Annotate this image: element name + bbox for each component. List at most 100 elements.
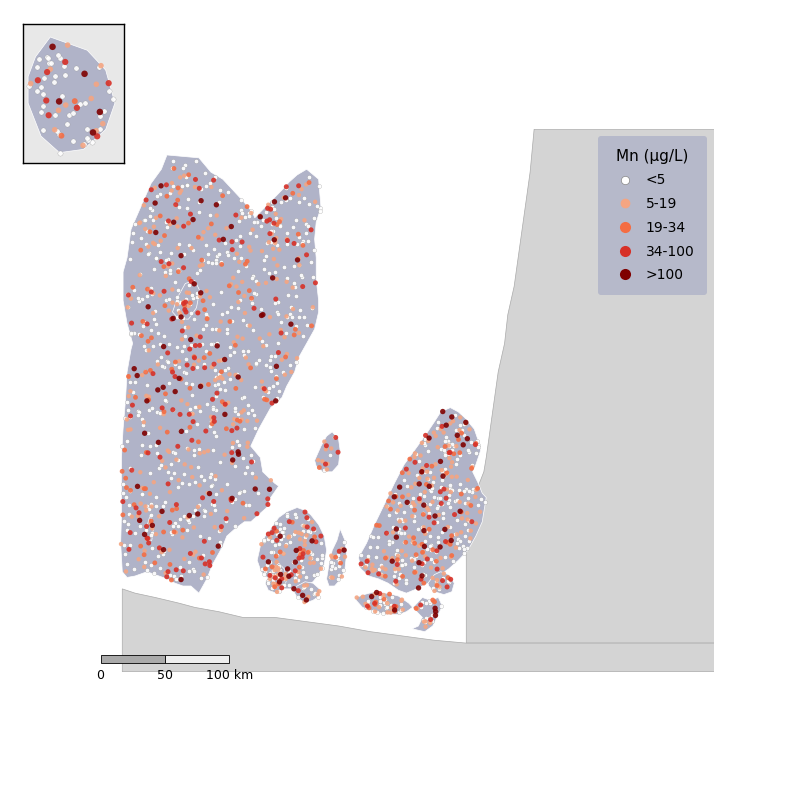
Point — [275, 581, 288, 594]
Point — [465, 499, 477, 511]
Point — [219, 398, 232, 411]
Point — [225, 440, 238, 453]
Point — [147, 307, 159, 320]
Point — [436, 405, 449, 418]
Point — [139, 500, 151, 513]
Point — [195, 232, 208, 245]
Point — [418, 524, 431, 537]
Point — [377, 607, 389, 619]
Point — [379, 552, 392, 565]
Point — [181, 513, 193, 526]
Point — [295, 183, 308, 196]
Point — [263, 311, 276, 324]
Point — [461, 542, 473, 555]
Point — [145, 401, 158, 414]
Point — [265, 350, 278, 362]
Point — [174, 184, 187, 197]
Point — [163, 568, 176, 580]
Point — [122, 289, 135, 301]
Point — [236, 392, 248, 404]
Point — [182, 565, 195, 577]
Point — [429, 609, 442, 622]
Point — [242, 358, 255, 370]
Point — [400, 480, 413, 492]
Point — [125, 423, 137, 436]
Point — [331, 573, 344, 585]
Point — [269, 578, 282, 591]
Point — [416, 557, 428, 570]
Point — [285, 366, 297, 378]
Point — [170, 564, 182, 577]
Point — [366, 604, 379, 617]
Point — [224, 372, 236, 385]
Point — [145, 515, 158, 527]
Point — [140, 238, 152, 251]
Point — [413, 472, 426, 485]
Point — [205, 361, 218, 374]
Point — [186, 434, 198, 446]
Point — [359, 598, 372, 611]
Point — [213, 324, 226, 337]
Point — [94, 123, 106, 136]
Point — [255, 309, 268, 322]
Point — [232, 407, 244, 419]
Point — [234, 239, 247, 252]
Point — [173, 361, 186, 374]
Point — [293, 231, 305, 243]
Point — [174, 569, 187, 582]
Point — [441, 467, 454, 480]
Point — [199, 345, 212, 358]
Point — [297, 565, 309, 578]
Point — [204, 209, 216, 221]
Point — [176, 312, 189, 324]
Point — [288, 277, 301, 289]
Point — [278, 572, 290, 584]
Point — [201, 312, 213, 324]
Point — [197, 351, 210, 364]
Polygon shape — [121, 155, 321, 593]
Point — [270, 561, 282, 573]
Point — [264, 236, 277, 248]
Point — [282, 289, 294, 301]
Point — [362, 566, 374, 579]
Point — [177, 162, 190, 174]
Point — [133, 514, 146, 527]
Point — [214, 184, 227, 197]
Point — [359, 600, 372, 613]
Point — [472, 439, 485, 451]
Point — [270, 527, 283, 540]
Point — [419, 611, 432, 624]
Point — [102, 85, 115, 98]
Point — [441, 483, 454, 496]
Point — [313, 462, 326, 474]
Point — [325, 571, 338, 584]
Point — [232, 296, 245, 308]
Point — [193, 205, 206, 218]
Point — [270, 305, 283, 318]
Point — [419, 485, 431, 498]
Point — [425, 561, 438, 574]
Point — [119, 490, 132, 503]
Point — [333, 545, 346, 557]
Point — [447, 447, 460, 460]
Point — [167, 526, 180, 538]
Point — [247, 324, 259, 337]
Bar — [165, 654, 229, 663]
Point — [455, 526, 468, 538]
Point — [133, 269, 146, 282]
Point — [193, 354, 205, 367]
Point — [185, 242, 197, 255]
Point — [212, 372, 224, 385]
Point — [139, 365, 151, 377]
Point — [90, 78, 102, 90]
Point — [404, 453, 416, 465]
Point — [225, 314, 238, 327]
Point — [411, 603, 423, 615]
Point — [335, 542, 348, 555]
Point — [275, 196, 288, 209]
Point — [308, 531, 321, 543]
Point — [263, 573, 276, 585]
Point — [270, 549, 283, 561]
Point — [142, 335, 155, 347]
Point — [309, 535, 322, 548]
